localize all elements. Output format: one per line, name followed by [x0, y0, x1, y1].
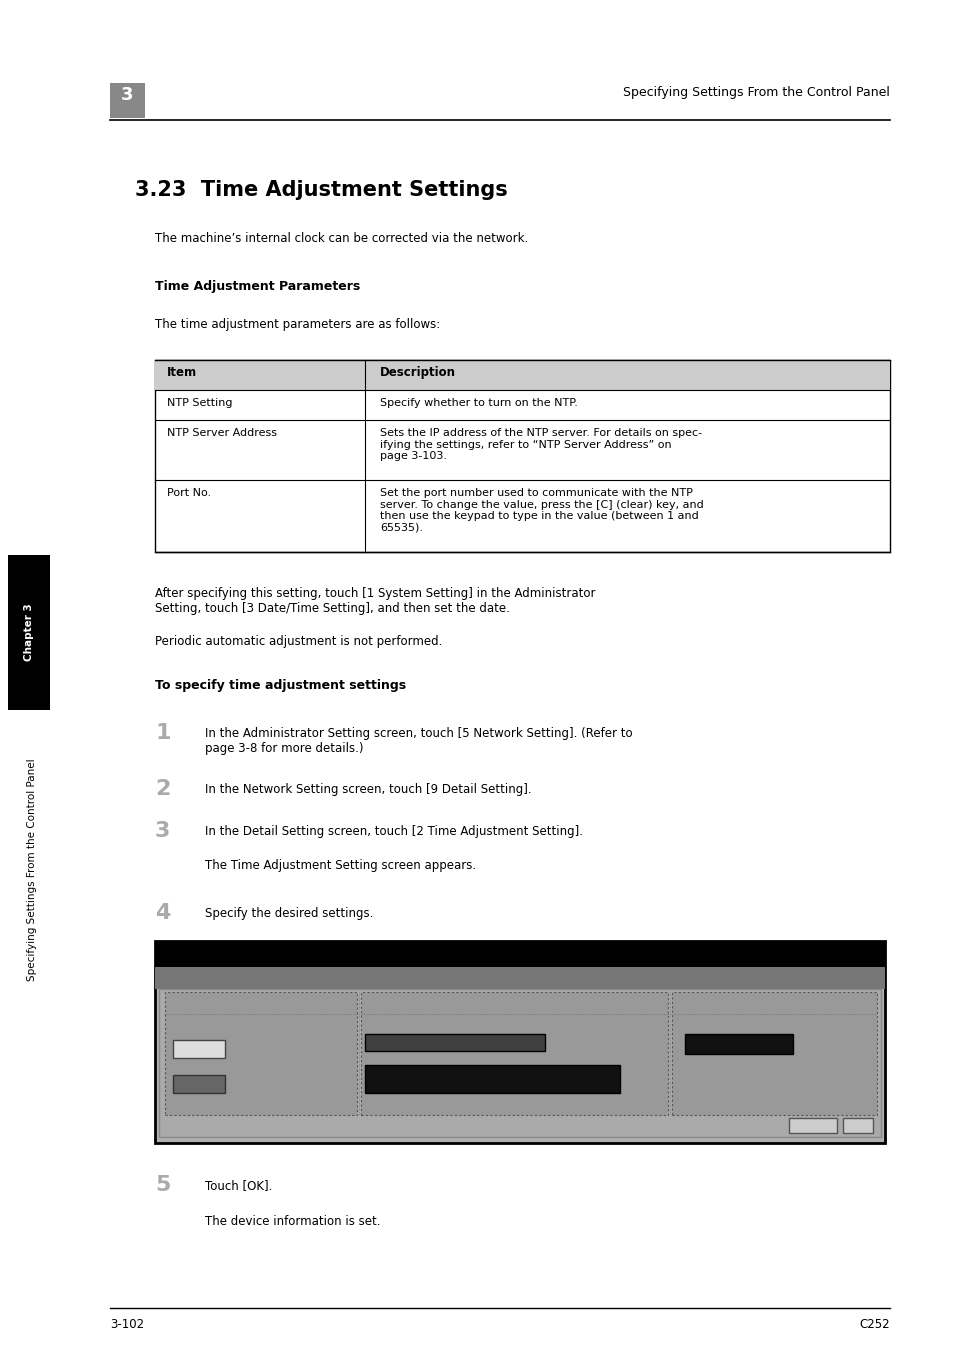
Text: Input Port Number using the keypad.: Input Port Number using the keypad. — [167, 971, 334, 980]
Text: Set the port number used to communicate with the NTP
server. To change the value: Set the port number used to communicate … — [379, 487, 703, 533]
Text: In the Administrator Setting screen, touch [5 Network Setting]. (Refer to
page 3: In the Administrator Setting screen, tou… — [205, 728, 632, 755]
Text: 5: 5 — [154, 1174, 171, 1195]
Bar — [172, 1041, 225, 1058]
Text: 1465535: 1465535 — [687, 1060, 721, 1068]
Text: ON: ON — [192, 1045, 206, 1054]
Bar — [8, 555, 50, 710]
Text: Port No.: Port No. — [755, 996, 791, 1004]
Text: The Time Adjustment Setting screen appears.: The Time Adjustment Setting screen appea… — [205, 859, 476, 872]
Text: Time Adjustment
Setting: Time Adjustment Setting — [167, 945, 238, 964]
Text: In the Network Setting screen, touch [9 Detail Setting].: In the Network Setting screen, touch [9 … — [205, 783, 531, 796]
Text: 3.23  Time Adjustment Settings: 3.23 Time Adjustment Settings — [135, 180, 507, 200]
Bar — [842, 1118, 872, 1133]
Text: Sets the IP address of the NTP server. For details on spec-
ifying the settings,: Sets the IP address of the NTP server. F… — [379, 428, 701, 462]
Text: Specify whether to turn on the NTP.: Specify whether to turn on the NTP. — [379, 398, 578, 408]
Text: 123: 123 — [729, 1038, 747, 1049]
Text: NTP Server
Address: NTP Server Address — [484, 996, 535, 1015]
Text: Specify the desired settings.: Specify the desired settings. — [205, 907, 373, 919]
Bar — [154, 941, 884, 1143]
Text: OK: OK — [852, 1120, 862, 1130]
Text: The time adjustment parameters are as follows:: The time adjustment parameters are as fo… — [154, 319, 439, 331]
Text: C252: C252 — [859, 1318, 889, 1331]
Text: NTP Setting: NTP Setting — [167, 398, 233, 408]
Text: Time Adjustment Parameters: Time Adjustment Parameters — [154, 279, 360, 293]
Bar — [154, 941, 884, 967]
Bar — [365, 1034, 545, 1052]
Text: 0.0.0.0: 0.0.0.0 — [375, 1073, 409, 1084]
Text: In the Detail Setting screen, touch [2 Time Adjustment Setting].: In the Detail Setting screen, touch [2 T… — [205, 825, 582, 838]
Bar — [172, 1075, 225, 1094]
Text: Periodic automatic adjustment is not performed.: Periodic automatic adjustment is not per… — [154, 634, 442, 648]
Text: Cancel: Cancel — [800, 1120, 825, 1130]
Bar — [788, 1118, 836, 1133]
Bar — [154, 967, 884, 990]
Bar — [684, 1034, 792, 1053]
Text: NTP Server Address: NTP Server Address — [167, 428, 276, 437]
Bar — [159, 990, 880, 1137]
Bar — [110, 82, 145, 117]
Text: NTP Setting: NTP Setting — [174, 996, 228, 1004]
Text: 1: 1 — [154, 724, 171, 742]
Text: 4: 4 — [154, 903, 171, 923]
Bar — [154, 360, 889, 552]
Text: Description: Description — [379, 366, 456, 379]
Text: 3: 3 — [121, 86, 133, 104]
Text: Host Address: Host Address — [371, 1038, 421, 1048]
Text: To specify time adjustment settings: To specify time adjustment settings — [154, 679, 406, 693]
Bar — [365, 1065, 619, 1094]
Text: Touch [OK].: Touch [OK]. — [205, 1179, 273, 1192]
Bar — [154, 360, 889, 390]
Text: Specifying Settings From the Control Panel: Specifying Settings From the Control Pan… — [27, 759, 37, 981]
Text: Chapter 3: Chapter 3 — [24, 603, 34, 662]
Text: 3: 3 — [154, 821, 171, 841]
Text: Specifying Settings From the Control Panel: Specifying Settings From the Control Pan… — [622, 86, 889, 99]
Text: 3-102: 3-102 — [110, 1318, 144, 1331]
Text: The device information is set.: The device information is set. — [205, 1215, 380, 1228]
Text: Item: Item — [167, 366, 197, 379]
Bar — [361, 992, 667, 1115]
Text: 2: 2 — [154, 779, 171, 799]
Text: OFF: OFF — [191, 1080, 208, 1088]
Text: Port No.: Port No. — [167, 487, 211, 498]
Text: After specifying this setting, touch [1 System Setting] in the Administrator
Set: After specifying this setting, touch [1 … — [154, 587, 595, 616]
Text: The machine’s internal clock can be corrected via the network.: The machine’s internal clock can be corr… — [154, 232, 528, 244]
Bar — [671, 992, 876, 1115]
Bar — [165, 992, 357, 1115]
